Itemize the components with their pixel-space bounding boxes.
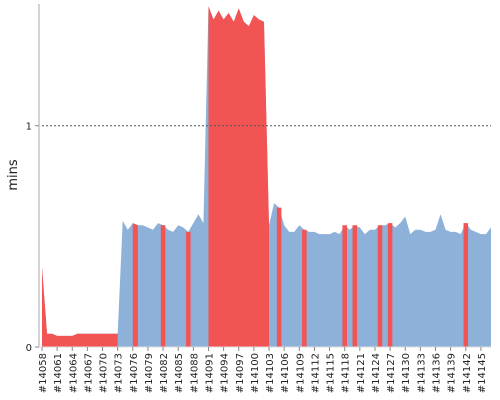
x-tick-label: #14124 bbox=[371, 353, 382, 393]
x-tick-label: #14115 bbox=[326, 353, 337, 393]
slow-run-6 bbox=[302, 229, 307, 347]
x-tick-label: #14121 bbox=[356, 353, 367, 393]
x-tick-label: #14082 bbox=[159, 353, 170, 393]
axes bbox=[38, 4, 491, 348]
x-tick-label: #14079 bbox=[144, 353, 155, 393]
slow-run-1 bbox=[132, 223, 138, 347]
x-ticks: #14058 #14061 #14064 #14067 #14070 #14073 #140… bbox=[38, 347, 488, 393]
slow-run-10 bbox=[387, 223, 393, 347]
y-tick-label: 0 bbox=[26, 343, 32, 354]
y-tick-label: 1 bbox=[26, 122, 32, 133]
slow-run-4 bbox=[208, 6, 270, 348]
x-tick-label: #14073 bbox=[114, 353, 125, 393]
slow-run-11 bbox=[463, 223, 469, 347]
slow-run-3 bbox=[186, 231, 191, 347]
x-tick-label: #14118 bbox=[341, 353, 352, 393]
x-tick-label: #14097 bbox=[235, 353, 246, 393]
x-tick-label: #14127 bbox=[386, 353, 397, 393]
x-tick-label: #14070 bbox=[99, 353, 110, 393]
slow-run-0 bbox=[42, 267, 118, 347]
x-tick-label: #14091 bbox=[204, 353, 215, 393]
x-tick-label: #14076 bbox=[129, 353, 140, 393]
x-tick-label: #14106 bbox=[280, 353, 291, 393]
plot-area bbox=[42, 6, 491, 348]
slow-run-8 bbox=[352, 225, 358, 347]
x-tick-label: #14067 bbox=[83, 353, 94, 393]
x-tick-label: #14145 bbox=[477, 353, 488, 393]
slow-run-2 bbox=[160, 225, 166, 347]
slow-run-7 bbox=[342, 225, 347, 347]
x-tick-label: #14112 bbox=[310, 353, 321, 393]
x-tick-label: #14130 bbox=[401, 353, 412, 393]
x-tick-label: #14142 bbox=[462, 353, 473, 393]
x-tick-label: #14088 bbox=[189, 353, 200, 393]
y-ticks: 01 bbox=[26, 122, 39, 354]
slow-run-5 bbox=[276, 207, 282, 347]
x-tick-label: #14133 bbox=[416, 353, 427, 393]
x-tick-label: #14064 bbox=[68, 353, 79, 393]
slow-run-9 bbox=[377, 225, 383, 347]
x-tick-label: #14061 bbox=[53, 353, 64, 393]
y-axis-title: mins bbox=[6, 159, 21, 191]
x-tick-label: #14136 bbox=[432, 353, 443, 393]
x-tick-label: #14109 bbox=[295, 353, 306, 393]
x-tick-label: #14100 bbox=[250, 353, 261, 393]
x-tick-label: #14139 bbox=[447, 353, 458, 393]
x-tick-label: #14085 bbox=[174, 353, 185, 393]
x-tick-label: #14094 bbox=[220, 353, 231, 393]
x-tick-label: #14103 bbox=[265, 353, 276, 393]
x-tick-label: #14058 bbox=[38, 353, 49, 393]
